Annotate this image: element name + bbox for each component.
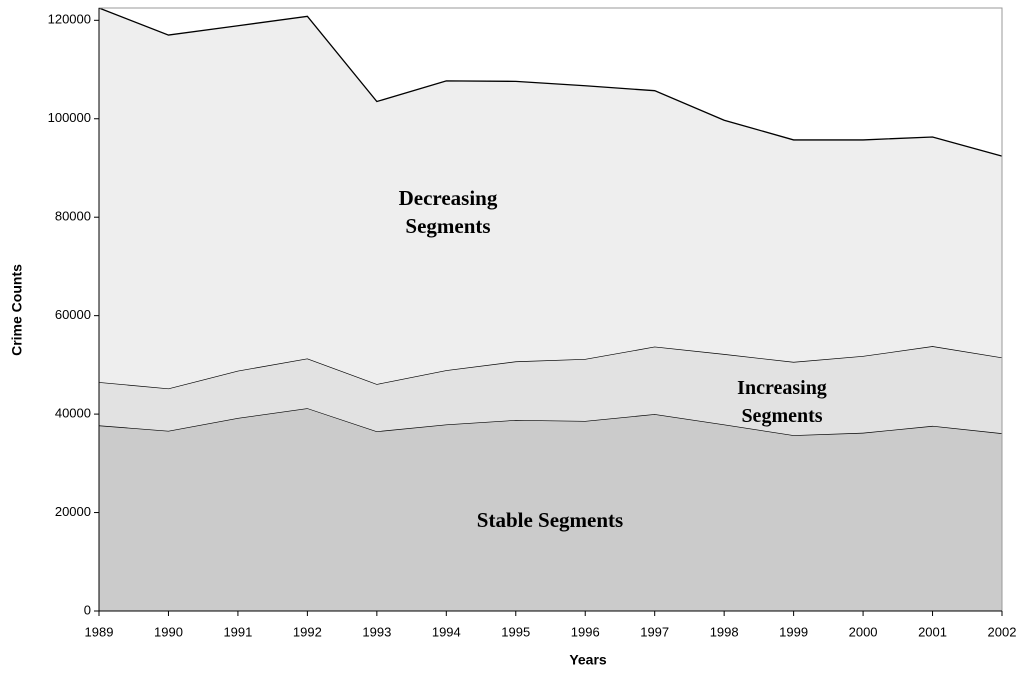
x-tick-label: 1992 [293,624,322,639]
y-tick-label: 20000 [55,504,91,519]
x-tick-label: 1995 [501,624,530,639]
y-tick-label: 80000 [55,209,91,224]
x-tick-label: 2001 [918,624,947,639]
area [99,346,1002,436]
x-tick-label: 1999 [779,624,808,639]
x-tick-label: 1994 [432,624,461,639]
area-line [98,7,1003,157]
x-tick-label: 2002 [988,624,1017,639]
y-tick-label: 40000 [55,406,91,421]
area-label: Stable Segments [476,508,624,532]
x-tick-label: 1993 [362,624,391,639]
x-tick-label: 1997 [640,624,669,639]
x-tick-label: 1998 [710,624,739,639]
y-axis-label: Crime Counts [9,264,25,356]
area [99,8,1002,389]
x-tick-label: 1990 [154,624,183,639]
area-label: Decreasing Segments [398,186,498,238]
x-tick-label: 1996 [571,624,600,639]
area-label: Increasing Segments [737,377,827,427]
x-tick-label: 1991 [223,624,252,639]
y-tick-label: 100000 [48,110,91,125]
area [99,408,1002,611]
y-tick-label: 120000 [48,12,91,27]
x-tick-label: 2000 [849,624,878,639]
x-axis-label: Years [569,652,607,668]
x-tick-label: 1989 [85,624,114,639]
y-tick-label: 60000 [55,307,91,322]
y-tick-label: 0 [84,602,91,617]
